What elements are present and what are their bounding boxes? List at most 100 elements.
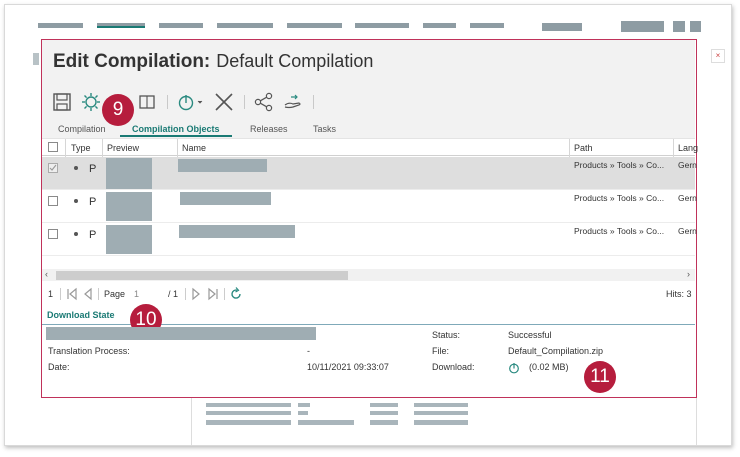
file-label: File: (432, 346, 450, 356)
toolbar (51, 90, 322, 114)
horizontal-scrollbar[interactable]: ‹ › (42, 269, 695, 281)
table-header: Type Preview Name Path Lang (42, 138, 699, 157)
bg-nav-item (287, 23, 342, 28)
toolbar-separator (313, 95, 314, 109)
page-label: Page (104, 289, 126, 299)
table-row[interactable]: P Products » Tools » Co... Gern (42, 190, 697, 223)
column-header-name[interactable]: Name (182, 143, 207, 153)
column-divider (65, 139, 66, 157)
tab-releases[interactable]: Releases (250, 124, 288, 134)
column-header-language[interactable]: Lang (678, 143, 699, 153)
handover-icon[interactable] (282, 91, 304, 113)
language-cell: Gern (678, 193, 697, 203)
pager-separator (224, 288, 225, 300)
export-icon[interactable] (136, 91, 158, 113)
redacted-field (46, 327, 316, 340)
status-dot (74, 199, 78, 203)
tab-compilation[interactable]: Compilation (58, 124, 106, 134)
preview-thumbnail (106, 158, 152, 189)
tab-tasks[interactable]: Tasks (313, 124, 337, 134)
row-checkbox[interactable] (48, 229, 58, 239)
previous-page-icon[interactable] (82, 286, 94, 302)
clock-dropdown-icon[interactable] (176, 91, 206, 113)
pager-separator (98, 288, 99, 300)
name-redacted (180, 192, 271, 205)
language-cell: Gern (678, 226, 697, 236)
bg-nav-item (355, 23, 409, 28)
preview-thumbnail (106, 225, 152, 254)
select-all-checkbox[interactable] (48, 142, 58, 152)
column-header-preview[interactable]: Preview (107, 143, 140, 153)
file-value: Default_Compilation.zip (508, 346, 604, 356)
download-state-header: Download State (42, 305, 695, 325)
settings-icon[interactable] (80, 91, 102, 113)
pager: 1 Page 1 / 1 Hits: 3 (42, 284, 695, 304)
table-row[interactable]: P Products » Tools » Co... Gern (42, 157, 697, 190)
download-size-link[interactable]: (0.02 MB) (529, 362, 569, 372)
bg-table (191, 397, 697, 445)
column-divider (673, 139, 674, 157)
callout-badge-11: 11 (584, 361, 616, 393)
pager-separator (60, 288, 61, 300)
last-page-icon[interactable] (206, 286, 220, 302)
toolbar-separator (244, 95, 245, 109)
scroll-right-icon[interactable]: › (687, 269, 690, 279)
close-icon[interactable] (213, 91, 235, 113)
tab-compilation-objects[interactable]: Compilation Objects (120, 124, 232, 137)
bg-cell (414, 403, 468, 407)
row-checkbox[interactable] (48, 196, 58, 206)
bg-cell (414, 411, 468, 415)
date-value: 10/11/2021 09:33:07 (307, 362, 389, 372)
first-page-icon[interactable] (65, 286, 79, 302)
bg-cell (370, 420, 398, 425)
path-cell: Products » Tools » Co... (574, 226, 665, 236)
bg-cell (298, 403, 310, 407)
page-title: Edit Compilation: Default Compilation (53, 51, 373, 73)
bg-cell (298, 411, 308, 415)
scrollbar-thumb[interactable] (56, 271, 348, 280)
share-icon[interactable] (253, 91, 275, 113)
selected-count: 1 (48, 289, 54, 299)
status-dot (74, 232, 78, 236)
bg-cell (370, 411, 398, 415)
bg-cell (414, 420, 468, 425)
next-page-icon[interactable] (190, 286, 202, 302)
row-checkbox[interactable] (48, 163, 58, 173)
page-number-input[interactable]: 1 (134, 289, 140, 299)
name-redacted (178, 159, 267, 172)
bg-cell (370, 403, 398, 407)
toolbar-separator (167, 95, 168, 109)
hits-count: Hits: 3 (666, 289, 692, 299)
bg-nav-item (97, 23, 145, 28)
status-label: Status: (432, 330, 461, 340)
download-label: Download: (432, 362, 475, 372)
status-dot (74, 166, 78, 170)
path-cell: Products » Tools » Co... (574, 160, 665, 170)
download-clock-icon[interactable] (508, 362, 520, 374)
translation-process-label: Translation Process: (48, 346, 130, 356)
translation-process-value: - (307, 346, 310, 356)
callout-badge-9: 9 (102, 94, 134, 126)
compilation-name: Default Compilation (216, 51, 374, 71)
close-icon[interactable]: × (711, 49, 725, 63)
column-divider (177, 139, 178, 157)
bg-sidebar-item (33, 53, 39, 65)
title-label: Edit Compilation: (53, 51, 211, 72)
bg-cell (206, 411, 291, 415)
edit-compilation-dialog: Edit Compilation: Default Compilation (41, 39, 699, 398)
table-row[interactable]: P Products » Tools » Co... Gern (42, 223, 697, 256)
type-label: P (89, 163, 97, 175)
column-header-path[interactable]: Path (574, 143, 593, 153)
pager-separator (185, 288, 186, 300)
type-label: P (89, 196, 97, 208)
bg-cell (206, 420, 291, 425)
type-label: P (89, 229, 97, 241)
scroll-left-icon[interactable]: ‹ (45, 269, 48, 279)
column-header-type[interactable]: Type (71, 143, 91, 153)
save-icon[interactable] (51, 91, 73, 113)
refresh-icon[interactable] (229, 286, 243, 302)
page-total: / 1 (168, 289, 179, 299)
bg-nav-item (217, 23, 273, 28)
bg-cell (206, 403, 291, 407)
bg-nav-item (38, 23, 83, 28)
